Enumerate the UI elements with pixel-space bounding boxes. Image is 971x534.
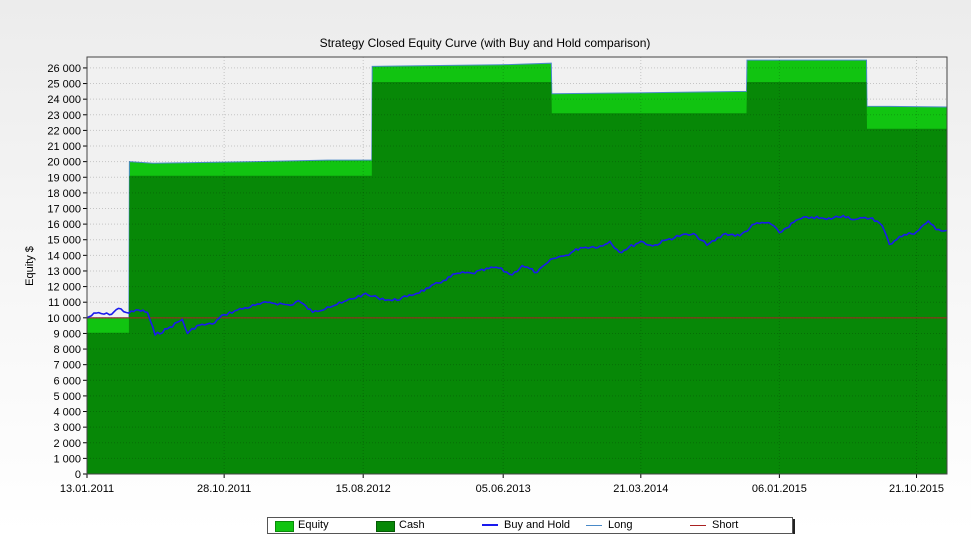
y-axis-label: Equity $ [24, 246, 36, 286]
y-tick-label: 3 000 [53, 422, 81, 434]
legend-label-buy-and-hold: Buy and Hold [504, 519, 571, 531]
y-tick-label: 1 000 [53, 453, 81, 465]
y-tick-label: 25 000 [47, 79, 81, 91]
y-tick-label: 6 000 [53, 375, 81, 387]
y-tick-label: 16 000 [47, 219, 81, 231]
y-tick-label: 2 000 [53, 438, 81, 450]
cash-area [87, 82, 947, 474]
y-tick-label: 0 [75, 469, 81, 481]
short-line-icon [690, 525, 706, 526]
y-tick-label: 23 000 [47, 110, 81, 122]
y-tick-label: 20 000 [47, 157, 81, 169]
legend-label-equity: Equity [298, 519, 329, 531]
cash-swatch-icon [376, 521, 395, 532]
y-tick-label: 12 000 [47, 282, 81, 294]
long-line-icon [586, 525, 602, 526]
y-tick-label: 5 000 [53, 391, 81, 403]
y-tick-label: 11 000 [48, 297, 81, 309]
chart-legend: Equity Cash Buy and Hold Long Short [267, 517, 793, 534]
y-tick-label: 13 000 [47, 266, 81, 278]
buy-and-hold-line [86, 214, 948, 336]
buy-and-hold-line-icon [482, 524, 498, 526]
legend-label-short: Short [712, 519, 739, 531]
y-tick-label: 26 000 [47, 63, 81, 75]
chart-title: Strategy Closed Equity Curve (with Buy a… [320, 36, 651, 50]
y-tick-label: 17 000 [47, 203, 81, 215]
x-tick-label: 06.01.2015 [752, 483, 807, 495]
x-tick-label: 21.10.2015 [889, 483, 944, 495]
x-tick-label: 21.03.2014 [613, 483, 668, 495]
y-tick-label: 7 000 [53, 360, 81, 372]
y-tick-label: 21 000 [47, 141, 81, 153]
y-tick-label: 19 000 [47, 172, 81, 184]
y-tick-label: 14 000 [47, 250, 81, 262]
x-tick-label: 13.01.2011 [60, 483, 114, 495]
x-tick-label: 05.06.2013 [476, 483, 531, 495]
y-tick-label: 22 000 [47, 125, 81, 137]
y-tick-label: 8 000 [53, 344, 81, 356]
y-tick-label: 24 000 [47, 94, 81, 106]
equity-swatch-icon [275, 521, 294, 532]
x-tick-label: 15.08.2012 [336, 483, 391, 495]
legend-label-long: Long [608, 519, 633, 531]
y-tick-label: 10 000 [47, 313, 81, 325]
y-tick-label: 18 000 [47, 188, 81, 200]
y-tick-label: 4 000 [53, 407, 81, 419]
legend-label-cash: Cash [399, 519, 425, 531]
y-tick-label: 9 000 [53, 328, 81, 340]
x-tick-label: 28.10.2011 [197, 483, 251, 495]
plot-border [86, 56, 948, 475]
y-tick-label: 15 000 [47, 235, 81, 247]
